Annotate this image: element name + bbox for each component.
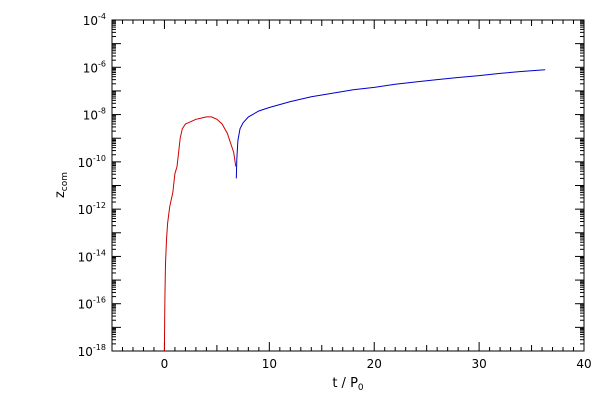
y-tick-label-base: 10 xyxy=(83,109,98,123)
x-tick-label: 20 xyxy=(367,357,382,371)
x-axis-label-main: t / P xyxy=(332,376,358,391)
y-tick-label: 10-16 xyxy=(78,296,106,312)
x-axis: 0 10 20 30 40 xyxy=(111,20,592,371)
y-tick-label-base: 10 xyxy=(78,156,93,170)
y-tick-label-exponent: -6 xyxy=(98,59,106,68)
y-tick-label: 10-4 xyxy=(83,12,106,28)
series-line-1 xyxy=(163,116,237,352)
x-tick-label: 10 xyxy=(262,357,277,371)
y-tick-label-exponent: -12 xyxy=(93,201,106,210)
y-axis-label-main: z xyxy=(53,191,68,198)
y-tick-label: 10-18 xyxy=(78,343,106,359)
y-tick-label-base: 10 xyxy=(83,14,98,28)
y-tick-label-base: 10 xyxy=(83,61,98,75)
x-axis-label-subscript: 0 xyxy=(358,383,364,393)
x-tick-label: 30 xyxy=(471,357,486,371)
x-axis-label: t / P0 xyxy=(332,376,364,393)
y-tick-label-exponent: -16 xyxy=(93,296,106,305)
y-axis-label-subscript: com xyxy=(60,172,70,191)
y-tick-label-exponent: -14 xyxy=(93,248,106,257)
y-tick-label-base: 10 xyxy=(78,345,93,359)
series-group xyxy=(163,69,546,352)
y-tick-label-exponent: -8 xyxy=(98,107,106,116)
x-tick-label: 40 xyxy=(576,357,591,371)
y-tick-label-exponent: -10 xyxy=(93,154,106,163)
y-axis-label: zcom xyxy=(53,172,70,198)
y-tick-label: 10-10 xyxy=(78,154,106,170)
y-tick-label: 10-14 xyxy=(78,248,106,264)
plot-frame xyxy=(111,19,585,352)
y-tick-label-exponent: -18 xyxy=(93,343,106,352)
y-tick-label-exponent: -4 xyxy=(98,12,106,21)
y-tick-label-base: 10 xyxy=(78,203,93,217)
y-tick-label: 10-12 xyxy=(78,201,106,217)
y-tick-label: 10-6 xyxy=(83,59,106,75)
x-tick-label: 0 xyxy=(161,357,169,371)
y-tick-label-base: 10 xyxy=(78,298,93,312)
y-tick-label-base: 10 xyxy=(78,250,93,264)
y-tick-label: 10-8 xyxy=(83,107,106,123)
series-line-2 xyxy=(235,69,546,179)
